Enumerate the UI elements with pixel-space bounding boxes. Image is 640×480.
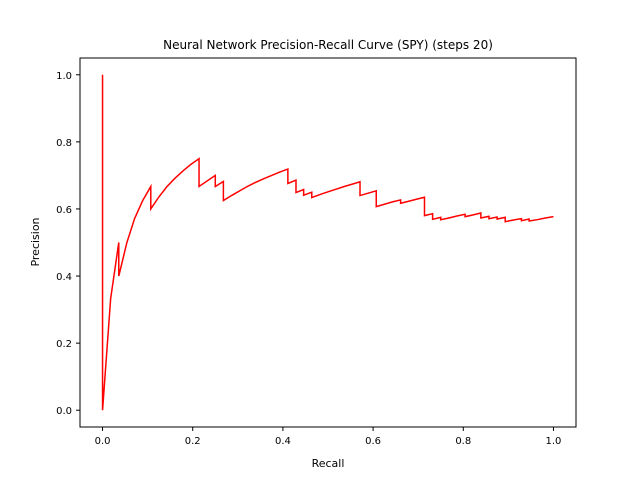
y-tick-label: 0.2 xyxy=(56,339,72,350)
y-tick-label: 0.6 xyxy=(56,205,72,216)
x-tick-label: 0.4 xyxy=(275,436,291,447)
plot-frame xyxy=(79,57,577,428)
y-axis: 0.0 0.2 0.4 0.6 0.8 1.0 xyxy=(56,71,80,417)
y-tick-label: 1.0 xyxy=(56,71,72,82)
plot-area xyxy=(101,74,554,411)
pr-curve-line xyxy=(101,74,554,411)
x-tick-label: 0.8 xyxy=(455,436,471,447)
x-axis: 0.0 0.2 0.4 0.6 0.8 1.0 xyxy=(95,427,562,447)
y-tick-label: 0.8 xyxy=(56,138,72,149)
x-axis-title: Recall xyxy=(312,457,345,470)
chart-title: Neural Network Precision-Recall Curve (S… xyxy=(163,38,493,52)
x-tick-label: 0.0 xyxy=(95,436,111,447)
y-tick-label: 0.4 xyxy=(56,272,72,283)
x-tick-label: 0.2 xyxy=(185,436,201,447)
y-axis-title: Precision xyxy=(29,217,42,266)
x-tick-label: 1.0 xyxy=(546,436,562,447)
y-tick-label: 0.0 xyxy=(56,406,72,417)
x-tick-label: 0.6 xyxy=(365,436,381,447)
